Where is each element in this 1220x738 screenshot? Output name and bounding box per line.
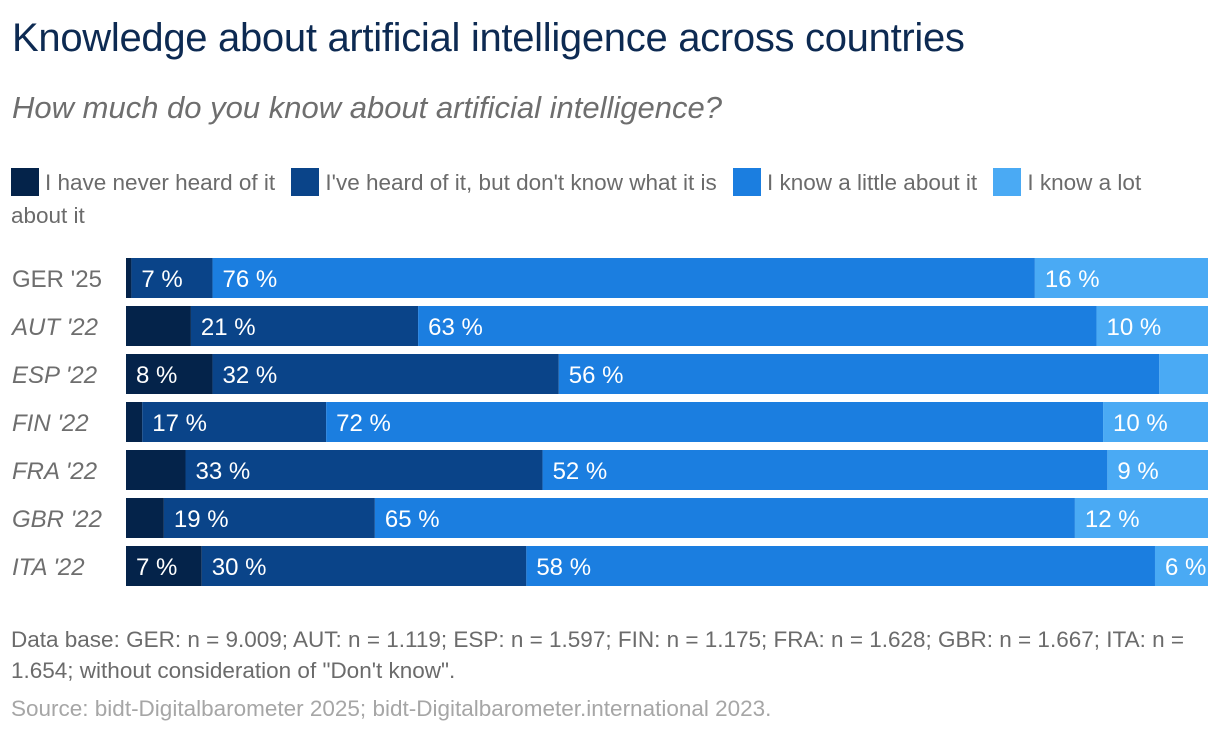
- legend-item-little: I know a little about it: [733, 168, 978, 196]
- legend-item-never: I have never heard of it: [11, 168, 276, 196]
- data-label-fin-lot: 10 %: [1113, 410, 1168, 437]
- row-label-fin: FIN '22: [12, 410, 89, 437]
- legend: I have never heard of it I've heard of i…: [11, 166, 1201, 232]
- data-label-fra-lot: 9 %: [1117, 458, 1158, 485]
- bar-segment-fra-never: [126, 450, 186, 490]
- legend-label-lot: I know a lot about it: [11, 170, 1142, 228]
- legend-swatch-heard: [291, 168, 320, 196]
- chart-title: Knowledge about artificial intelligence …: [12, 16, 965, 60]
- bar-segment-ger-little: [212, 258, 1035, 298]
- legend-swatch-never: [11, 168, 39, 196]
- data-label-gbr-heard: 19 %: [174, 506, 229, 533]
- bar-segment-gbr-lot: [1074, 498, 1208, 538]
- data-label-esp-little: 56 %: [569, 362, 624, 389]
- bar-segment-ger-heard: [131, 258, 213, 298]
- legend-label-never: I have never heard of it: [45, 170, 276, 195]
- legend-item-heard: I've heard of it, but don't know what it…: [291, 168, 717, 196]
- bar-segment-esp-heard: [212, 354, 559, 394]
- footnote: Data base: GER: n = 9.009; AUT: n = 1.11…: [11, 627, 1184, 683]
- bar-segment-fin-heard: [142, 402, 327, 442]
- data-label-esp-heard: 32 %: [223, 362, 278, 389]
- data-label-fin-heard: 17 %: [152, 410, 207, 437]
- data-label-gbr-lot: 12 %: [1085, 506, 1140, 533]
- stacked-bar-chart: GER '25 7 % 76 % 16 % AUT '22 21 % 63 % 10 % ESP…: [10, 258, 1208, 586]
- data-label-ita-lot: 6 %: [1165, 554, 1206, 581]
- data-label-fin-little: 72 %: [336, 410, 391, 437]
- bar-segment-aut-never: [126, 306, 191, 346]
- bar-segment-esp-never: [126, 354, 213, 394]
- data-label-ger-heard: 7 %: [141, 266, 182, 293]
- bar-segment-gbr-little: [374, 498, 1075, 538]
- data-label-ita-never: 7 %: [136, 554, 177, 581]
- bar-segment-ita-lot: [1154, 546, 1208, 586]
- chart-subtitle: How much do you know about artificial in…: [12, 90, 722, 125]
- data-label-esp-never: 8 %: [136, 362, 177, 389]
- row-label-ita: ITA '22: [12, 554, 85, 581]
- data-label-aut-little: 63 %: [428, 314, 483, 341]
- bar-segment-fin-never: [126, 402, 143, 442]
- bar-segment-fra-heard: [185, 450, 543, 490]
- row-label-fra: FRA '22: [12, 458, 97, 485]
- legend-label-little: I know a little about it: [767, 170, 978, 195]
- row-label-gbr: GBR '22: [12, 506, 102, 533]
- bar-segment-ger-lot: [1034, 258, 1208, 298]
- bar-segment-esp-lot: [1159, 354, 1208, 394]
- source-note: Source: bidt-Digitalbarometer 2025; bidt…: [11, 696, 772, 721]
- data-label-aut-heard: 21 %: [201, 314, 256, 341]
- legend-swatch-little: [733, 168, 761, 196]
- data-label-ita-little: 58 %: [536, 554, 591, 581]
- data-label-fra-little: 52 %: [553, 458, 608, 485]
- legend-swatch-lot: [993, 168, 1022, 196]
- data-label-gbr-little: 65 %: [385, 506, 440, 533]
- data-label-fra-heard: 33 %: [196, 458, 251, 485]
- row-label-aut: AUT '22: [10, 314, 98, 341]
- legend-item-lot: I know a lot about it: [11, 168, 1142, 228]
- legend-label-heard: I've heard of it, but don't know what it…: [325, 170, 717, 195]
- bar-segment-ger-never: [126, 258, 132, 298]
- bar-segment-ita-little: [526, 546, 1155, 586]
- bar-segment-fin-little: [326, 402, 1104, 442]
- bar-segment-esp-little: [558, 354, 1160, 394]
- row-label-esp: ESP '22: [12, 362, 97, 389]
- bar-segment-fra-lot: [1107, 450, 1208, 490]
- bar-segment-gbr-never: [126, 498, 164, 538]
- row-label-ger: GER '25: [12, 266, 102, 293]
- data-label-ita-heard: 30 %: [212, 554, 267, 581]
- data-label-ger-lot: 16 %: [1045, 266, 1100, 293]
- bar-segment-aut-little: [418, 306, 1097, 346]
- bar-segment-ita-heard: [201, 546, 527, 586]
- bar-segment-fin-lot: [1103, 402, 1208, 442]
- data-label-ger-little: 76 %: [223, 266, 278, 293]
- bar-segment-fra-little: [542, 450, 1108, 490]
- data-label-aut-lot: 10 %: [1107, 314, 1162, 341]
- bar-segment-aut-heard: [190, 306, 419, 346]
- bar-segment-aut-lot: [1096, 306, 1208, 346]
- bar-segment-ita-never: [126, 546, 202, 586]
- bar-segment-gbr-heard: [163, 498, 375, 538]
